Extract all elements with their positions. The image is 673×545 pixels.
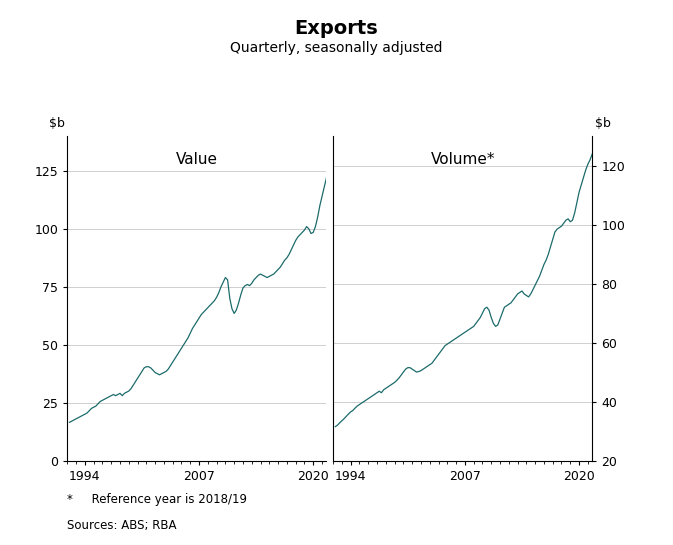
Text: Value: Value (176, 153, 218, 167)
Text: Quarterly, seasonally adjusted: Quarterly, seasonally adjusted (230, 41, 443, 55)
Text: $b: $b (49, 117, 65, 130)
Text: $b: $b (595, 117, 610, 130)
Text: *     Reference year is 2018/19: * Reference year is 2018/19 (67, 493, 247, 506)
Text: Volume*: Volume* (431, 153, 495, 167)
Text: Exports: Exports (295, 19, 378, 38)
Text: Sources: ABS; RBA: Sources: ABS; RBA (67, 519, 177, 532)
